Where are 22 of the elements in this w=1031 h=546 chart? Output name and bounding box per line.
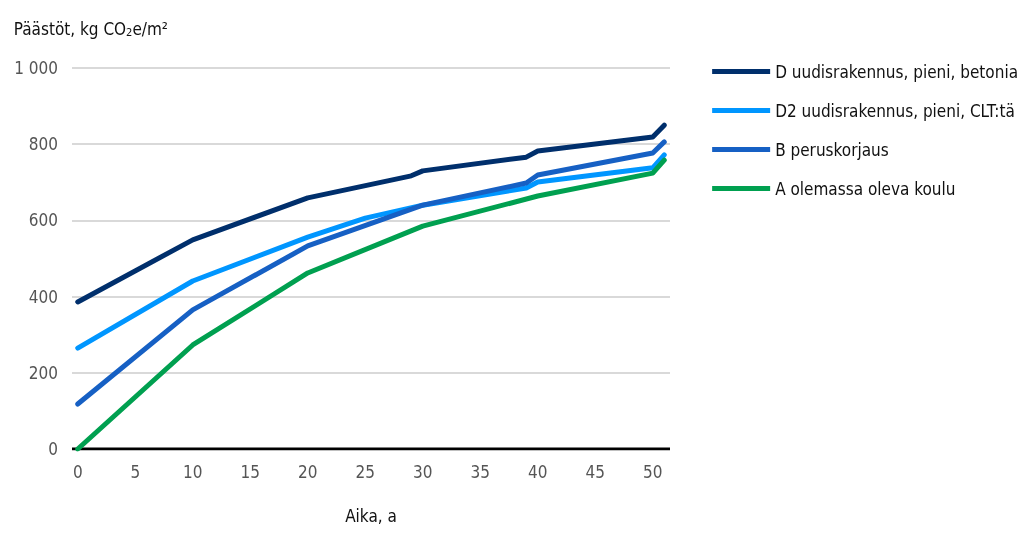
x-tick-label: 40 xyxy=(528,461,548,482)
x-tick-label: 10 xyxy=(183,461,203,482)
x-tick-label: 45 xyxy=(585,461,605,482)
y-tick-label: 400 xyxy=(28,286,58,307)
y-tick-label: 1 000 xyxy=(14,58,58,78)
x-tick-label: 35 xyxy=(470,461,490,482)
y-tick-label: 800 xyxy=(28,134,58,155)
x-tick-label: 50 xyxy=(643,461,663,482)
x-axis-title: Aika, a xyxy=(345,505,397,526)
legend-label: B peruskorjaus xyxy=(775,139,889,160)
legend-label: D2 uudisrakennus, pieni, CLT:tä xyxy=(775,100,1015,121)
legend-label: A olemassa oleva koulu xyxy=(775,178,956,199)
x-tick-label: 20 xyxy=(298,461,318,482)
x-tick-label: 15 xyxy=(240,461,260,482)
y-tick-label: 200 xyxy=(28,362,58,383)
x-tick-label: 30 xyxy=(413,461,433,482)
y-tick-label: 600 xyxy=(28,210,58,231)
y-tick-label: 0 xyxy=(48,439,58,459)
legend-label: D uudisrakennus, pieni, betonia xyxy=(775,61,1019,82)
x-tick-label: 5 xyxy=(130,461,141,482)
x-tick-label: 0 xyxy=(72,461,83,482)
x-tick-label: 25 xyxy=(355,461,375,482)
